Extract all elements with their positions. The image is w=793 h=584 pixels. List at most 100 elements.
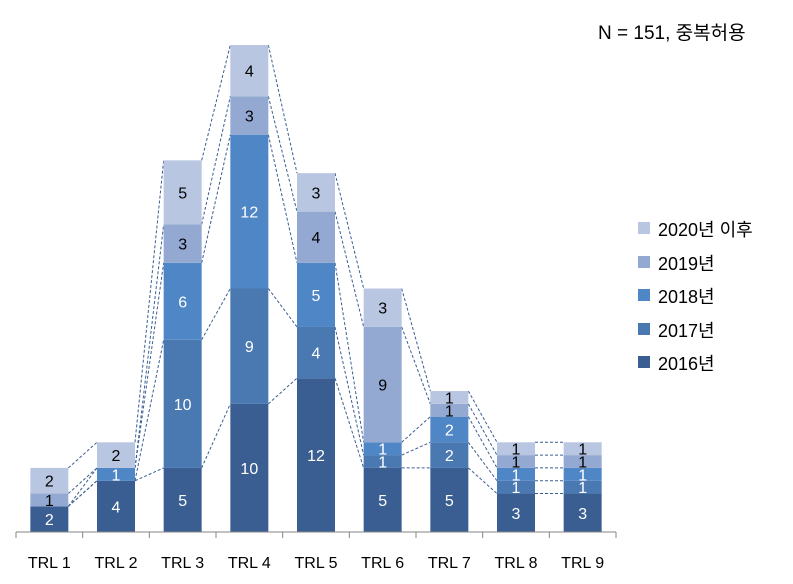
bar-segment <box>430 391 469 404</box>
connector-lines <box>67 44 564 507</box>
legend-swatch <box>638 356 650 368</box>
data-label: 1 <box>512 480 521 497</box>
data-label: 1 <box>445 390 454 407</box>
connector-line <box>468 467 498 494</box>
bar-segment <box>363 326 402 443</box>
connector-line <box>267 288 298 328</box>
bar-segment <box>163 467 202 532</box>
data-label: 1 <box>512 467 521 484</box>
connector-line <box>134 339 165 481</box>
legend-swatch <box>638 322 650 335</box>
legend-swatch <box>638 222 650 234</box>
data-label: 3 <box>578 506 587 523</box>
data-label: 6 <box>178 294 187 311</box>
data-label: 12 <box>307 448 325 465</box>
bar-segment <box>297 326 335 379</box>
data-label: 9 <box>378 378 387 395</box>
data-label: 1 <box>378 455 387 472</box>
data-label: 1 <box>45 493 54 510</box>
connector-line <box>334 326 365 456</box>
bar-segment <box>563 467 602 481</box>
connector-line <box>334 378 365 469</box>
bar-segment <box>163 262 202 340</box>
bar-segment <box>363 442 402 456</box>
legend-label: 2018년 <box>658 287 715 307</box>
x-tick-label: TRL 6 <box>361 555 404 572</box>
connector-line <box>401 326 431 405</box>
legend-label: 2016년 <box>658 354 715 374</box>
connector-line <box>467 416 498 469</box>
connector-line <box>134 160 165 443</box>
x-tick-label: TRL 1 <box>28 555 71 572</box>
connector-line <box>267 134 298 263</box>
legend-label: 2019년 <box>658 253 715 274</box>
connector-line <box>401 416 431 443</box>
data-label: 2 <box>112 448 121 465</box>
connector-line <box>401 441 431 456</box>
bar-segment <box>563 455 602 468</box>
bar-segment <box>163 339 202 468</box>
connector-line <box>134 467 164 482</box>
bar-segment <box>497 467 535 481</box>
bar-segment <box>563 480 602 494</box>
data-label: 5 <box>178 493 187 510</box>
connector-line <box>201 44 231 161</box>
legend-swatch <box>638 289 650 301</box>
legend-label: 2020년 이후 <box>658 220 753 240</box>
bars: 2124125106351091234124543511935221131111… <box>30 45 602 532</box>
data-label: 2 <box>445 448 454 465</box>
bar-segment <box>30 467 69 494</box>
bar-segment <box>430 403 469 417</box>
x-tick-label: TRL 2 <box>95 555 138 572</box>
sample-size-note: N = 151, 중복허용 <box>598 23 746 44</box>
bar-segment <box>297 211 335 263</box>
connector-line <box>68 480 98 507</box>
bar-segment <box>430 416 469 443</box>
bar-segment <box>497 455 535 468</box>
connector-line <box>334 262 365 443</box>
x-tick-label: TRL 4 <box>228 555 271 572</box>
bar-segment <box>497 442 535 456</box>
bar-segment <box>497 480 535 494</box>
data-label: 1 <box>512 455 521 472</box>
bar-segment <box>230 96 269 135</box>
bar-segment <box>163 224 202 263</box>
data-label: 4 <box>112 499 121 516</box>
bar-segment <box>297 173 335 212</box>
bar-segment <box>97 480 135 532</box>
bar-segment <box>363 467 402 532</box>
x-tick-label: TRL 5 <box>295 555 338 572</box>
data-label: 1 <box>378 442 387 459</box>
connector-line <box>201 288 231 341</box>
x-tick-label: TRL 7 <box>428 555 471 572</box>
x-axis: TRL 1 TRL 2 TRL 3 TRL 4 TRL 5 TRL 6 TRL 7 TRL 8… <box>15 531 617 572</box>
data-label: 9 <box>245 339 254 356</box>
legend-label: 2017년 <box>658 320 715 341</box>
data-label: 3 <box>378 301 387 318</box>
bar-segment <box>363 288 402 327</box>
bar-segment <box>230 288 269 404</box>
bar-segment <box>297 378 335 532</box>
connector-line <box>134 224 165 468</box>
data-label: 2 <box>445 422 454 439</box>
data-label: 4 <box>312 346 321 363</box>
data-label: 1 <box>512 442 521 459</box>
bar-segment <box>297 262 335 327</box>
connector-line <box>201 403 231 469</box>
data-label: 3 <box>245 108 254 125</box>
connector-line <box>467 441 498 482</box>
connector-line <box>201 134 231 263</box>
data-label: 1 <box>578 455 587 472</box>
data-label: 1 <box>578 442 587 459</box>
data-label: 5 <box>445 493 454 510</box>
x-tick-label: TRL 3 <box>161 555 204 572</box>
connector-line <box>201 96 231 225</box>
data-label: 3 <box>312 185 321 202</box>
connector-line <box>67 467 98 507</box>
data-label: 4 <box>245 64 254 81</box>
bar-segment <box>230 134 269 289</box>
bar-segment <box>563 493 602 532</box>
bar-segment <box>163 160 202 225</box>
connector-line <box>467 390 498 443</box>
connector-line <box>134 262 165 468</box>
